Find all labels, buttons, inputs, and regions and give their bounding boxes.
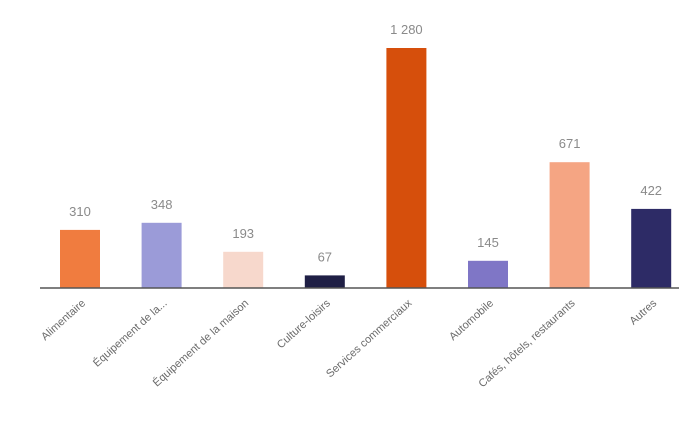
bar-4 — [386, 48, 427, 288]
value-label-2: 193 — [232, 226, 254, 241]
bars-group — [60, 48, 672, 289]
x-tick-labels-group: Alimentaire Équipement de la...Équipement… — [39, 297, 659, 391]
x-tick-label-7: Autres — [628, 297, 660, 328]
x-tick-label-5: Automobile — [447, 297, 496, 343]
x-tick-label-2: Équipement de la maison — [150, 297, 251, 390]
x-tick-label-1: Équipement de la... — [90, 297, 169, 370]
value-label-0: 310 — [69, 204, 91, 219]
value-label-5: 145 — [477, 235, 499, 250]
bar-2 — [223, 251, 264, 288]
x-tick-label-4: Services commerciaux — [324, 297, 415, 380]
value-label-7: 422 — [640, 183, 662, 198]
value-label-3: 67 — [318, 249, 332, 264]
value-label-4: 1 280 — [390, 22, 423, 37]
bar-3 — [304, 275, 345, 288]
x-tick-label-6: Cafés, hôtels, restaurants — [476, 297, 578, 390]
bar-7 — [631, 208, 672, 288]
x-tick-label-0: Alimentaire — [39, 297, 88, 343]
value-label-1: 348 — [151, 197, 173, 212]
x-tick-label-3: Culture-loisirs — [275, 297, 333, 351]
bar-6 — [549, 162, 590, 288]
bar-1 — [141, 222, 182, 289]
value-labels-group: 310 348 193 67 1 280 145 671 422 — [69, 22, 662, 264]
bar-0 — [60, 229, 100, 288]
bar-5 — [468, 260, 508, 288]
value-label-6: 671 — [559, 136, 581, 151]
